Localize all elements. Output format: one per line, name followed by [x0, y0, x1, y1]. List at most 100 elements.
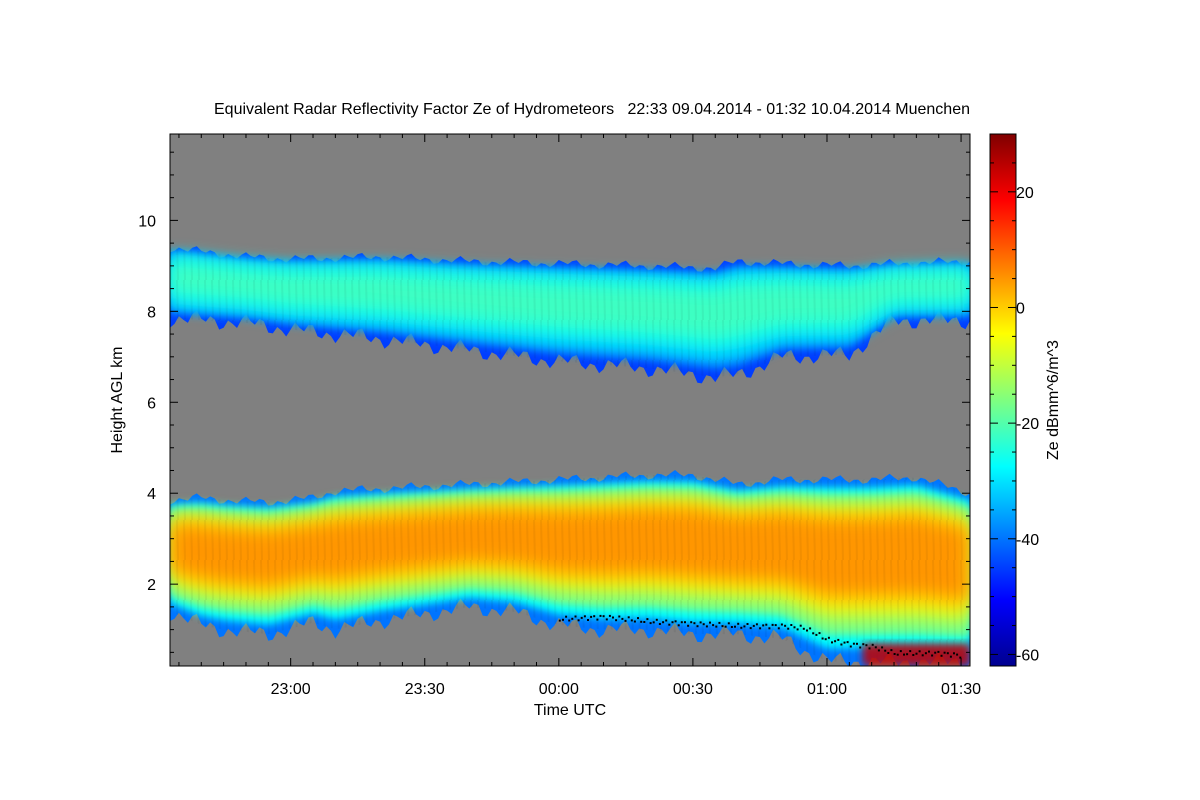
y-tick-label: 10: [138, 213, 156, 230]
layer-1: [170, 246, 970, 384]
cloud-base-point: [690, 621, 693, 624]
cloud-base-point: [749, 627, 752, 630]
cloud-base-point: [827, 636, 830, 639]
cloud-base-point: [921, 654, 924, 657]
cloud-base-point: [674, 620, 677, 623]
colorbar: [989, 133, 1017, 667]
cloud-base-point: [899, 650, 902, 653]
cloud-base-point: [849, 645, 852, 648]
cloud-base-point: [940, 654, 943, 657]
cloud-base-point: [680, 621, 683, 624]
cloud-base-point: [824, 638, 827, 641]
cloud-base-point: [896, 653, 899, 656]
cloud-base-point: [931, 654, 934, 657]
y-tick-label: 4: [147, 486, 156, 503]
cloud-base-point: [868, 647, 871, 650]
x-axis: 23:00 23:30 00:00 00:30 01:00 01:30: [178, 134, 981, 698]
cloud-base-point: [590, 615, 593, 618]
cloud-base-point: [580, 616, 583, 619]
cloud-base-point: [865, 644, 868, 647]
cloud-base-point: [730, 626, 733, 628]
chart-title: Equivalent Radar Reflectivity Factor Ze …: [214, 101, 970, 118]
cloud-base-point: [890, 649, 893, 652]
cloud-base-point: [743, 625, 746, 628]
cloud-base-point: [852, 642, 855, 645]
cloud-base-point: [687, 624, 690, 627]
cloud-base-point: [574, 615, 577, 618]
cloud-base-point: [759, 627, 762, 630]
cloud-base-point: [887, 652, 890, 654]
layer-2-texture: [170, 475, 966, 662]
cloud-base-point: [928, 650, 930, 653]
cloud-base-point: [615, 619, 618, 622]
cloud-base-point: [806, 629, 808, 632]
x-tick-label: 23:30: [405, 681, 445, 698]
cloud-base-point: [684, 621, 686, 624]
x-tick-label: 00:00: [539, 681, 579, 698]
cloud-base-point: [668, 623, 671, 626]
cloud-base-point: [843, 641, 846, 644]
cloud-base-point: [915, 652, 918, 655]
cloud-base-point: [787, 627, 790, 630]
colorbar-tick-label: 0: [1016, 300, 1025, 317]
cloud-base-point: [637, 617, 639, 620]
cloud-base-point: [658, 623, 661, 625]
cloud-base-point: [871, 643, 874, 646]
cloud-base-point: [884, 649, 887, 652]
cloud-base-point: [568, 619, 571, 622]
cloud-base-point: [937, 650, 940, 653]
cloud-base-point: [665, 619, 668, 622]
cloud-base-point: [959, 656, 962, 659]
cloud-base-point: [649, 622, 652, 625]
cloud-base-point: [608, 614, 611, 617]
cloud-base-point: [881, 646, 884, 649]
cloud-base-point: [583, 615, 586, 618]
x-tick-label: 01:30: [941, 681, 981, 698]
cloud-base-point: [715, 625, 718, 628]
cloud-base-point: [662, 621, 665, 624]
cloud-base-point: [956, 653, 959, 656]
cloud-base-point: [846, 641, 849, 644]
cloud-base-point: [705, 625, 708, 628]
cloud-base-point: [571, 617, 574, 620]
cloud-base-point: [671, 621, 674, 624]
cloud-base-point: [790, 624, 793, 626]
layer-1-texture: [170, 247, 966, 378]
cloud-base-point: [924, 652, 927, 655]
cloud-base-point: [809, 627, 812, 630]
cloud-base-point: [605, 618, 608, 621]
y-axis: 2 4 6 8 10: [138, 151, 970, 653]
cloud-base-point: [812, 632, 815, 635]
cloud-base-point: [709, 621, 711, 624]
cloud-base-point: [793, 626, 796, 629]
cloud-base-point: [721, 625, 724, 628]
layer-2: [170, 470, 970, 666]
colorbar-label: Ze dBmm^6/m^3: [1045, 340, 1062, 460]
cloud-base-point: [602, 615, 605, 618]
colorbar-tick-label: -60: [1016, 647, 1039, 664]
cloud-base-point: [834, 640, 837, 643]
y-tick-label: 6: [147, 395, 156, 412]
x-tick-label: 01:00: [807, 681, 847, 698]
cloud-base-point: [746, 623, 749, 625]
cloud-base-point: [943, 651, 946, 654]
reflectivity-layers: [170, 246, 970, 666]
cloud-base-point: [630, 619, 633, 622]
cloud-base-point: [859, 646, 862, 649]
cloud-base-point: [618, 615, 621, 618]
cloud-base-point: [893, 653, 896, 655]
cloud-base-point: [734, 625, 736, 628]
cloud-base-point: [765, 623, 768, 626]
cloud-base-point: [643, 621, 646, 623]
cloud-base-point: [646, 618, 649, 621]
x-tick-label: 00:30: [673, 681, 713, 698]
x-tick-label: 23:00: [271, 681, 311, 698]
cloud-base-point: [737, 622, 740, 625]
cloud-base-point: [877, 649, 880, 652]
cloud-base-point: [946, 652, 949, 655]
cloud-base-point: [624, 619, 627, 622]
cloud-base-point: [693, 622, 696, 625]
cloud-base-point: [627, 616, 630, 619]
cloud-base-point: [762, 624, 765, 627]
